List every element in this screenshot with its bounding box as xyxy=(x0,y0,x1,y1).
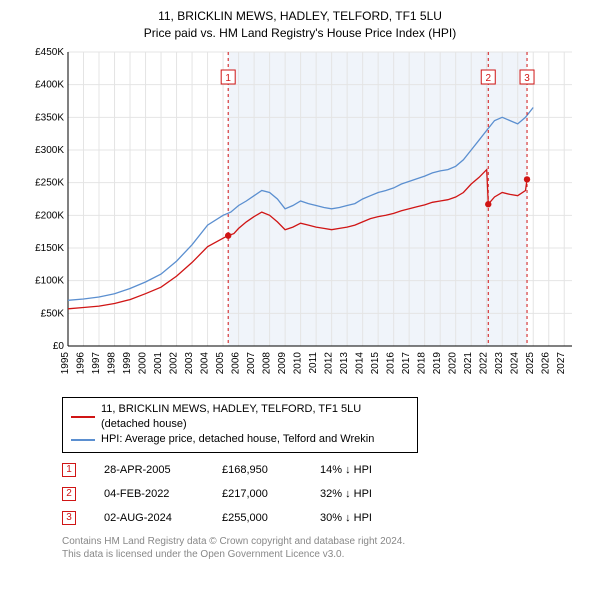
sale-row: 2 04-FEB-2022 £217,000 32% ↓ HPI xyxy=(62,487,590,501)
svg-text:2011: 2011 xyxy=(308,351,319,373)
sale-marker: 3 xyxy=(62,511,76,525)
sale-marker: 1 xyxy=(62,463,76,477)
legend-swatch xyxy=(71,416,95,418)
sale-row: 1 28-APR-2005 £168,950 14% ↓ HPI xyxy=(62,463,590,477)
sale-price: £168,950 xyxy=(222,464,292,476)
svg-text:£350K: £350K xyxy=(35,112,64,123)
sales-table: 1 28-APR-2005 £168,950 14% ↓ HPI 2 04-FEB-202… xyxy=(62,463,590,525)
svg-text:2014: 2014 xyxy=(355,351,366,374)
sale-date: 28-APR-2005 xyxy=(104,464,194,476)
sale-date: 04-FEB-2022 xyxy=(104,488,194,500)
title-line-1: 11, BRICKLIN MEWS, HADLEY, TELFORD, TF1 … xyxy=(10,8,590,25)
svg-text:1995: 1995 xyxy=(60,351,71,374)
legend-label: HPI: Average price, detached house, Telf… xyxy=(101,432,374,447)
svg-text:2025: 2025 xyxy=(525,351,536,374)
footer-line-1: Contains HM Land Registry data © Crown c… xyxy=(62,535,590,548)
svg-text:2008: 2008 xyxy=(262,351,273,374)
svg-text:2016: 2016 xyxy=(386,351,397,374)
attribution-footer: Contains HM Land Registry data © Crown c… xyxy=(62,535,590,561)
svg-text:£0: £0 xyxy=(53,341,65,352)
chart-title: 11, BRICKLIN MEWS, HADLEY, TELFORD, TF1 … xyxy=(10,8,590,42)
svg-text:1: 1 xyxy=(225,73,231,84)
svg-text:1999: 1999 xyxy=(122,351,133,374)
svg-text:2018: 2018 xyxy=(417,351,428,374)
sale-price: £255,000 xyxy=(222,512,292,524)
title-line-2: Price paid vs. HM Land Registry's House … xyxy=(10,25,590,42)
svg-text:2004: 2004 xyxy=(200,351,211,374)
legend-swatch xyxy=(71,439,95,441)
sale-diff: 14% ↓ HPI xyxy=(320,464,410,476)
footer-line-2: This data is licensed under the Open Gov… xyxy=(62,548,590,561)
svg-text:2005: 2005 xyxy=(215,351,226,374)
price-chart: £0 £50K £100K £150K £200K £250K £300K £350K £400… xyxy=(22,46,582,391)
sale-marker: 2 xyxy=(62,487,76,501)
legend: 11, BRICKLIN MEWS, HADLEY, TELFORD, TF1 … xyxy=(62,397,418,453)
svg-text:2024: 2024 xyxy=(510,351,521,374)
svg-text:2019: 2019 xyxy=(432,351,443,374)
sale-row: 3 02-AUG-2024 £255,000 30% ↓ HPI xyxy=(62,511,590,525)
svg-text:2026: 2026 xyxy=(541,351,552,374)
svg-text:2020: 2020 xyxy=(448,351,459,374)
svg-text:£150K: £150K xyxy=(35,243,64,254)
svg-text:£50K: £50K xyxy=(41,308,65,319)
legend-item: 11, BRICKLIN MEWS, HADLEY, TELFORD, TF1 … xyxy=(71,402,409,433)
svg-text:2007: 2007 xyxy=(246,351,257,374)
sale-price: £217,000 xyxy=(222,488,292,500)
svg-text:£200K: £200K xyxy=(35,210,64,221)
svg-text:2015: 2015 xyxy=(370,351,381,374)
svg-text:2001: 2001 xyxy=(153,351,164,374)
legend-item: HPI: Average price, detached house, Telf… xyxy=(71,432,409,447)
svg-text:2027: 2027 xyxy=(556,351,567,374)
svg-text:1996: 1996 xyxy=(76,351,87,374)
sale-diff: 32% ↓ HPI xyxy=(320,488,410,500)
svg-text:£400K: £400K xyxy=(35,79,64,90)
svg-text:2006: 2006 xyxy=(231,351,242,374)
svg-text:2003: 2003 xyxy=(184,351,195,374)
svg-text:2012: 2012 xyxy=(324,351,335,374)
svg-text:1997: 1997 xyxy=(91,351,102,374)
svg-text:2009: 2009 xyxy=(277,351,288,374)
svg-text:£100K: £100K xyxy=(35,275,64,286)
svg-text:£450K: £450K xyxy=(35,47,64,58)
svg-text:3: 3 xyxy=(524,73,530,84)
sale-date: 02-AUG-2024 xyxy=(104,512,194,524)
svg-text:2000: 2000 xyxy=(138,351,149,374)
svg-text:£250K: £250K xyxy=(35,177,64,188)
svg-text:2023: 2023 xyxy=(494,351,505,374)
sale-diff: 30% ↓ HPI xyxy=(320,512,410,524)
svg-text:2: 2 xyxy=(485,73,491,84)
chart-svg: £0 £50K £100K £150K £200K £250K £300K £350K £400… xyxy=(22,46,582,391)
svg-text:2017: 2017 xyxy=(401,351,412,374)
legend-label: 11, BRICKLIN MEWS, HADLEY, TELFORD, TF1 … xyxy=(101,402,409,433)
svg-text:£300K: £300K xyxy=(35,145,64,156)
svg-text:2010: 2010 xyxy=(293,351,304,374)
svg-text:2002: 2002 xyxy=(169,351,180,374)
svg-text:2013: 2013 xyxy=(339,351,350,374)
svg-text:2021: 2021 xyxy=(463,351,474,374)
svg-text:1998: 1998 xyxy=(107,351,118,374)
svg-text:2022: 2022 xyxy=(479,351,490,374)
